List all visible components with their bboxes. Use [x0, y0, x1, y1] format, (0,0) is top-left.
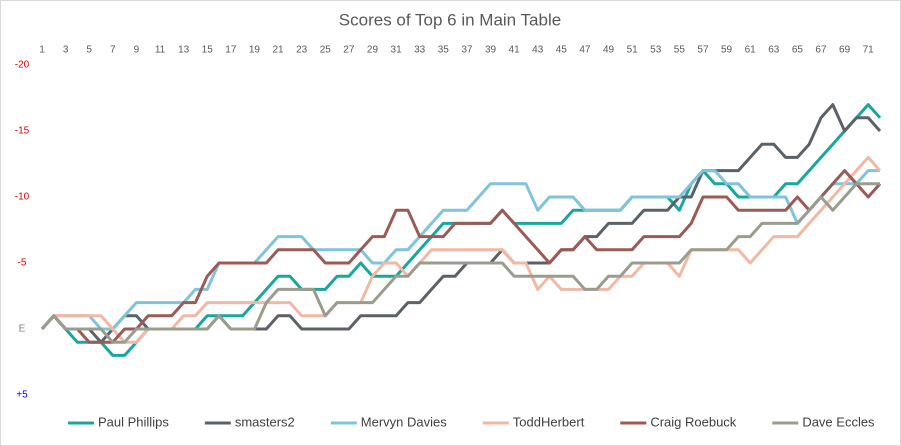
x-tick-label: 5 [86, 45, 92, 56]
x-tick-label: 59 [721, 45, 733, 56]
x-tick-label: 55 [674, 45, 686, 56]
x-tick-label: 41 [509, 45, 521, 56]
x-tick-label: 47 [579, 45, 591, 56]
series-line [40, 182, 880, 344]
x-tick-label: 63 [768, 45, 780, 56]
x-tick-label: 11 [155, 45, 166, 56]
y-tick-label: -15 [15, 126, 30, 137]
legend-label: ToddHerbert [513, 414, 585, 429]
series-line [40, 155, 882, 344]
series-line [40, 169, 882, 344]
x-tick-label: 1 [39, 45, 45, 56]
y-tick-label: +5 [16, 390, 28, 401]
x-tick-label: 17 [225, 45, 237, 56]
x-tick-label: 45 [556, 45, 568, 56]
x-tick-label: 49 [603, 45, 615, 56]
x-tick-label: 19 [249, 45, 261, 56]
x-tick-label: 25 [320, 45, 332, 56]
x-tick-label: 65 [792, 45, 804, 56]
x-tick-label: 43 [532, 45, 544, 56]
x-tick-label: 9 [134, 45, 140, 56]
x-tick-label: 31 [391, 45, 403, 56]
y-tick-label: -5 [18, 258, 27, 269]
legend-label: Dave Eccles [802, 414, 875, 429]
x-tick-label: 29 [367, 45, 379, 56]
x-tick-label: 71 [863, 45, 875, 56]
y-tick-label: E [19, 324, 26, 335]
x-tick-label: 39 [485, 45, 497, 56]
legend-label: Mervyn Davies [361, 414, 447, 429]
x-tick-label: 27 [343, 45, 355, 56]
y-tick-label: -20 [15, 60, 30, 71]
x-tick-label: 3 [63, 45, 69, 56]
legend-label: Craig Roebuck [650, 414, 736, 429]
x-tick-label: 53 [650, 45, 662, 56]
x-tick-label: 67 [815, 45, 827, 56]
chart-title: Scores of Top 6 in Main Table [339, 10, 561, 29]
x-tick-label: 33 [414, 45, 426, 56]
x-tick-label: 69 [839, 45, 851, 56]
x-tick-label: 23 [296, 45, 308, 56]
x-tick-label: 15 [202, 45, 214, 56]
x-tick-label: 57 [697, 45, 709, 56]
x-tick-label: 13 [178, 45, 190, 56]
x-tick-label: 61 [745, 45, 757, 56]
legend-label: Paul Phillips [98, 414, 169, 429]
legend-label: smasters2 [235, 414, 295, 429]
x-tick-label: 37 [461, 45, 473, 56]
y-tick-label: -10 [15, 192, 30, 203]
x-tick-label: 51 [627, 45, 639, 56]
x-tick-label: 35 [438, 45, 450, 56]
x-tick-label: 21 [272, 45, 284, 56]
x-tick-label: 7 [110, 45, 116, 56]
